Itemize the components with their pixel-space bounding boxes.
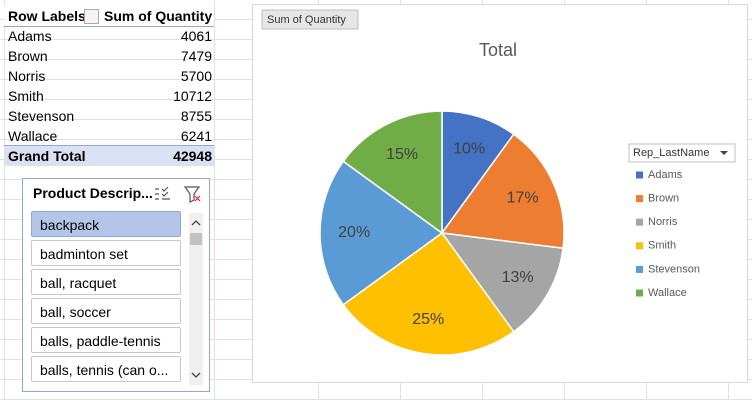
field-button-label: Sum of Quantity	[267, 14, 346, 26]
total-label: Grand Total	[8, 148, 86, 164]
legend-label: Brown	[648, 193, 679, 205]
slicer-item[interactable]: ball, racquet	[31, 269, 181, 295]
row-label: Wallace	[8, 128, 58, 144]
row-value: 4061	[180, 28, 212, 44]
legend-label: Norris	[648, 216, 678, 228]
row-value: 7479	[180, 48, 212, 64]
row-label: Stevenson	[8, 108, 75, 124]
legend-swatch	[636, 171, 643, 179]
pie-slice	[441, 110, 515, 236]
legend-swatch	[636, 242, 643, 250]
column-line	[4, 0, 5, 400]
header-cell: Sum of Quantity	[104, 8, 213, 24]
scroll-arrows	[191, 220, 201, 378]
row-label: Smith	[8, 88, 44, 104]
scrollbar[interactable]	[189, 213, 203, 385]
pie-slice	[440, 133, 565, 250]
data-label: 17%	[507, 189, 539, 206]
legend-swatch	[636, 218, 643, 226]
row-label: Adams	[8, 28, 52, 44]
row-value: 6241	[180, 128, 212, 144]
legend-label: Smith	[648, 240, 676, 252]
slicer[interactable]: Product Descrip... backpack badminton set…	[22, 178, 210, 392]
row-label: Norris	[8, 68, 46, 84]
slicer-item[interactable]: ball, soccer	[31, 298, 181, 324]
pie-slice	[342, 231, 515, 356]
slicer-item[interactable]: balls, tennis (can o...	[31, 356, 181, 382]
scroll-thumb[interactable]	[190, 233, 202, 245]
header-bg	[4, 6, 214, 27]
total-bg	[4, 145, 214, 166]
row-value: 8755	[180, 108, 212, 124]
row-value: 10712	[173, 88, 212, 104]
row-value: 5700	[180, 68, 212, 84]
chart-area[interactable]: Sum of Quantity Total Rep_LastName 10% 17…	[252, 4, 748, 383]
pie-slice	[342, 110, 443, 235]
data-label: 15%	[386, 146, 418, 163]
data-label: 25%	[412, 311, 444, 328]
pie-slice	[440, 232, 564, 333]
slicer-item[interactable]: badminton set	[31, 240, 181, 266]
data-label: 10%	[453, 141, 485, 158]
data-label: 20%	[338, 224, 370, 241]
slicer-item[interactable]: balls, paddle-tennis	[31, 327, 181, 353]
column-line	[214, 0, 215, 400]
legend-swatch	[636, 265, 643, 273]
legend-swatch	[636, 289, 643, 297]
slicer-icons[interactable]	[153, 185, 203, 203]
field-button[interactable]	[261, 9, 359, 30]
legend-label: Stevenson	[648, 263, 700, 275]
slicer-title: Product Descrip...	[33, 185, 153, 201]
legend-label: Wallace	[648, 287, 687, 299]
legend-field-button[interactable]	[628, 143, 736, 163]
slicer-item[interactable]: backpack	[31, 211, 181, 237]
pie-chart: Sum of Quantity Total Rep_LastName 10% 17…	[261, 9, 736, 356]
filter-button	[84, 9, 99, 24]
dropdown-arrow	[720, 151, 728, 155]
legend-swatch	[636, 195, 643, 203]
total-value: 42948	[173, 148, 212, 164]
legend-label: Adams	[648, 169, 683, 181]
legend-title: Rep_LastName	[633, 147, 709, 159]
data-label: 13%	[502, 269, 534, 286]
pie-slice	[319, 160, 444, 306]
row-label: Brown	[8, 48, 48, 64]
chart-title: Total	[479, 40, 517, 60]
header-cell: Row Labels	[8, 8, 86, 24]
